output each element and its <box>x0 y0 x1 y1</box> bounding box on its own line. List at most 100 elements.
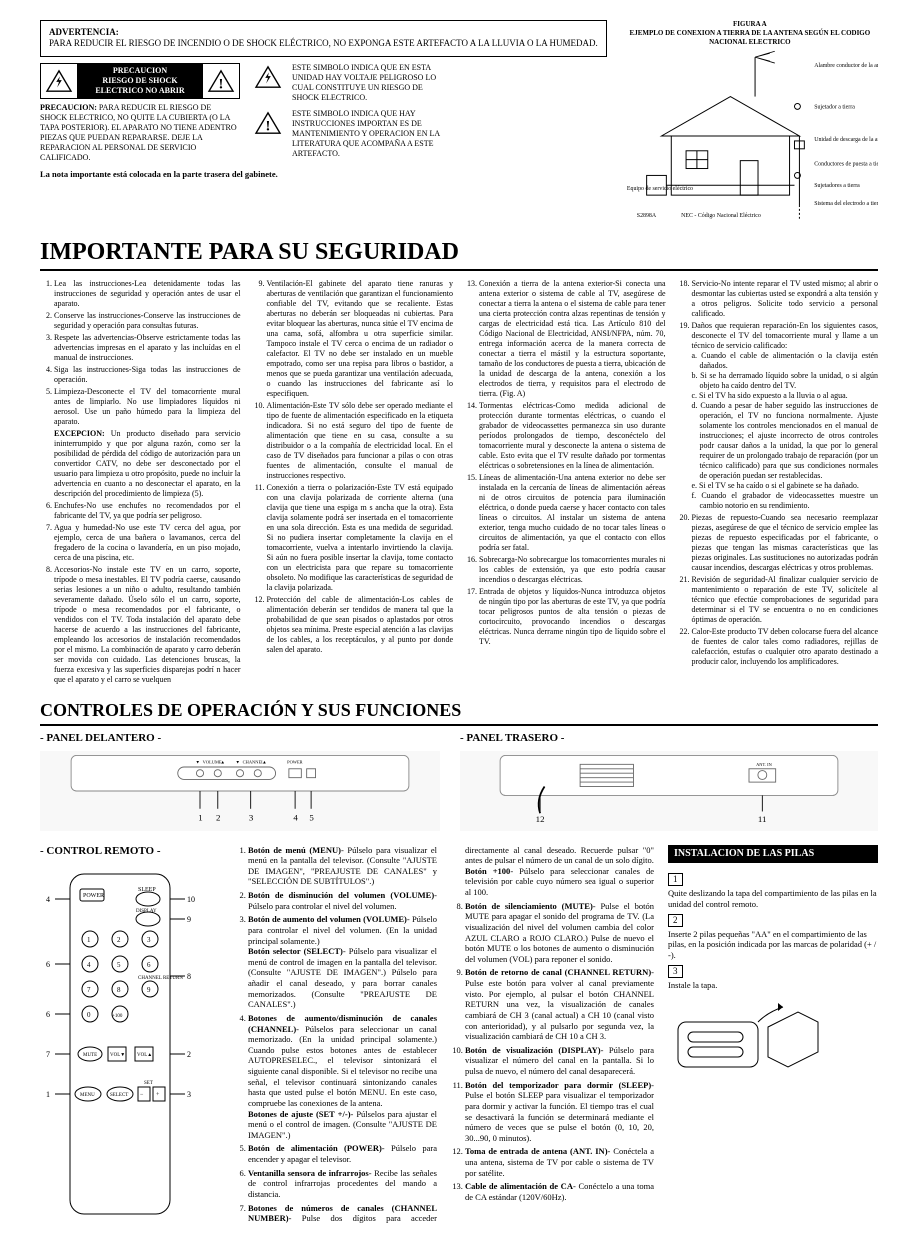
svg-text:+100: +100 <box>112 1014 123 1019</box>
svg-text:6: 6 <box>46 960 50 969</box>
panel-trasero-label: - PANEL TRASERO - <box>460 732 878 746</box>
svg-text:DISPLAY: DISPLAY <box>136 909 157 914</box>
svg-text:2: 2 <box>117 936 121 944</box>
rear-panel-diagram: ANT. IN 12 11 <box>460 751 878 831</box>
exclamation-triangle-icon: ! <box>254 111 282 135</box>
advertencia-title: ADVERTENCIA: <box>49 27 119 37</box>
safety-item: Servicio-No intente reparar el TV usted … <box>692 279 879 319</box>
control-item: Botón del temporizador para dormir (SLEE… <box>465 1080 654 1144</box>
battery-install: INSTALACION DE LAS PILAS 1 Quite desliza… <box>668 845 878 1228</box>
safety-item: Siga las instrucciones-Siga todas las in… <box>54 365 241 385</box>
svg-text:6: 6 <box>147 961 151 969</box>
svg-text:VOL▲: VOL▲ <box>137 1053 152 1058</box>
advertencia-box: ADVERTENCIA: PARA REDUCIR EL RIESGO DE I… <box>40 20 607 57</box>
svg-text:6: 6 <box>46 1010 50 1019</box>
antenna-grounding-diagram: Alambre conductor de la antena Sujetador… <box>622 46 878 226</box>
control-item: Botón de silenciamiento (MUTE)- Pulse el… <box>465 901 654 965</box>
svg-text:POWER: POWER <box>83 893 104 899</box>
svg-text:5: 5 <box>309 813 314 823</box>
precaucion-block: PRECAUCION RIESGO DE SHOCK ELECTRICO NO … <box>40 63 240 165</box>
exclamation-triangle-icon: ! <box>207 69 235 93</box>
control-item: Toma de entrada de antena (ANT. IN)- Con… <box>465 1146 654 1178</box>
safety-item: Enchufes-No use enchufes no recomendados… <box>54 501 241 521</box>
svg-text:Sujetador a tierra: Sujetador a tierra <box>814 105 855 111</box>
precaucion-head: PRECAUCION <box>83 66 197 76</box>
svg-text:Alambre conductor de la antena: Alambre conductor de la antena <box>814 63 878 69</box>
svg-text:3: 3 <box>249 813 254 823</box>
svg-text:ANT. IN: ANT. IN <box>756 762 772 767</box>
svg-text:VOL▼: VOL▼ <box>110 1053 125 1058</box>
safety-item: Entrada de objetos y líquidos-Nunca intr… <box>479 587 666 647</box>
pilas-header: INSTALACION DE LAS PILAS <box>668 845 878 864</box>
svg-text:7: 7 <box>87 986 91 994</box>
svg-text:Sistema del electrodo a tierra: Sistema del electrodo a tierra del servi… <box>814 200 878 207</box>
control-item: Botón de retorno de canal (CHANNEL RETUR… <box>465 967 654 1041</box>
safety-item: Ventilación-El gabinete del aparato tien… <box>267 279 454 399</box>
svg-text:MUTE: MUTE <box>83 1053 97 1058</box>
svg-text:8: 8 <box>187 972 191 981</box>
svg-text:4: 4 <box>87 961 91 969</box>
svg-text:3: 3 <box>147 936 151 944</box>
svg-text:2: 2 <box>216 813 220 823</box>
pilas-step3: Instale la tapa. <box>668 980 878 991</box>
precaucion-black2: ELECTRICO NO ABRIR <box>83 86 197 96</box>
remote-control-diagram: POWER SLEEP DISPLAY 1 2 3 4 5 6 7 8 9 CH… <box>40 864 200 1224</box>
importante-heading: IMPORTANTE PARA SU SEGURIDAD <box>40 237 878 271</box>
safety-item: Conexión a tierra de la antena exterior-… <box>479 279 666 399</box>
svg-text:7: 7 <box>46 1050 50 1059</box>
svg-text:10: 10 <box>187 895 195 904</box>
step-2: 2 <box>668 914 683 927</box>
safety-item: Líneas de alimentación-Una antena exteri… <box>479 473 666 553</box>
safety-item: Daños que requieran reparación-En los si… <box>692 321 879 511</box>
safety-item: Piezas de repuesto-Cuando sea necesario … <box>692 513 879 573</box>
safety-item: Conserve las instrucciones-Conserve las … <box>54 311 241 331</box>
svg-text:8: 8 <box>117 986 121 994</box>
control-item: Botón de visualización (DISPLAY)- Púlsel… <box>465 1045 654 1077</box>
svg-text:Equipo de servicio eléctrico: Equipo de servicio eléctrico <box>627 186 693 192</box>
svg-text:!: ! <box>266 118 271 134</box>
svg-text:POWER: POWER <box>287 760 303 765</box>
control-item: Botón de aumento del volumen (VOLUME)- P… <box>248 914 437 1010</box>
svg-text:▲: ▲ <box>220 760 224 765</box>
svg-text:SELECT: SELECT <box>110 1093 128 1098</box>
svg-text:NEC - Código Nacional Eléctric: NEC - Código Nacional Eléctrico <box>681 213 761 219</box>
svg-text:SET: SET <box>144 1081 153 1086</box>
control-item: Botones de aumento/disminución de canale… <box>248 1013 437 1141</box>
pilas-step1: Quite deslizando la tapa del compartimie… <box>668 888 878 909</box>
lightning-triangle-icon <box>45 69 73 93</box>
svg-text:9: 9 <box>147 986 151 994</box>
panel-delantero-label: - PANEL DELANTERO - <box>40 732 440 746</box>
controls-description: Botón de menú (MENU)- Púlselo para visua… <box>234 845 654 1228</box>
svg-text:▼: ▼ <box>196 760 200 765</box>
figura-title: FIGURA A <box>733 20 767 28</box>
control-item: Botón de disminución del volumen (VOLUME… <box>248 890 437 911</box>
safety-item: Accesorios-No instale este TV en un carr… <box>54 565 241 685</box>
pilas-step2: Inserte 2 pilas pequeñas "AA" en el comp… <box>668 929 878 961</box>
safety-item: Agua y humedad-No use este TV cerca del … <box>54 523 241 563</box>
advertencia-body: PARA REDUCIR EL RIESGO DE INCENDIO O DE … <box>49 38 598 48</box>
safety-item: Alimentación-Este TV sólo debe ser opera… <box>267 401 454 481</box>
precaucion-bold: PRECAUCION: <box>40 103 97 112</box>
control-item: Botón de menú (MENU)- Púlselo para visua… <box>248 845 437 888</box>
step-1: 1 <box>668 873 683 886</box>
svg-text:SLEEP: SLEEP <box>138 887 156 893</box>
figura-a: FIGURA A EJEMPLO DE CONEXION A TIERRA DE… <box>622 20 878 229</box>
safety-item: Calor-Este producto TV deben colocarse f… <box>692 627 879 667</box>
safety-item: Limpieza-Desconecte el TV del tomacorrie… <box>54 387 241 499</box>
svg-text:MENU: MENU <box>80 1093 95 1098</box>
svg-text:!: ! <box>219 76 224 92</box>
control-item: Botón de alimentación (POWER)- Púlselo p… <box>248 1143 437 1164</box>
svg-text:▼: ▼ <box>236 760 240 765</box>
simbolo1-text: ESTE SIMBOLO INDICA QUE EN ESTA UNIDAD H… <box>292 63 450 103</box>
safety-instructions: Lea las instrucciones-Lea detenidamente … <box>40 279 878 685</box>
figura-subtitle: EJEMPLO DE CONEXION A TIERRA DE LA ANTEN… <box>630 29 871 46</box>
safety-item: Tormentas eléctricas-Como medida adicion… <box>479 401 666 471</box>
safety-item: Protección del cable de alimentación-Los… <box>267 595 454 655</box>
svg-text:5: 5 <box>117 961 121 969</box>
safety-item: Conexión a tierra o polarización-Este TV… <box>267 483 454 593</box>
simbolo2-text: ESTE SIMBOLO INDICA QUE HAY INSTRUCCIONE… <box>292 109 450 159</box>
control-item: Cable de alimentación de CA- Conéctelo a… <box>465 1181 654 1202</box>
control-remoto-label: - CONTROL REMOTO - <box>40 845 220 859</box>
safety-item: Lea las instrucciones-Lea detenidamente … <box>54 279 241 309</box>
svg-text:CHANNEL RETURN: CHANNEL RETURN <box>138 976 183 981</box>
